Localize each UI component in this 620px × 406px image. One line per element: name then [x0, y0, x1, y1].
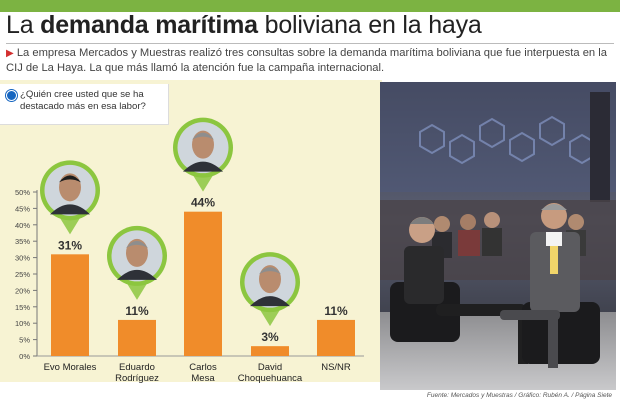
headline-bold: demanda marítima	[40, 11, 258, 39]
portrait-pin	[107, 225, 167, 300]
bar	[317, 319, 355, 356]
category-label: Eduardo	[119, 362, 155, 373]
portrait-pin	[40, 160, 100, 235]
value-label: 3%	[261, 330, 279, 344]
portrait-hair	[192, 132, 214, 140]
portrait-hair	[59, 175, 81, 183]
bar	[251, 346, 289, 356]
category-label: Choquehuanca	[238, 373, 303, 384]
y-tick-label: 0%	[19, 352, 30, 361]
portrait-hair	[126, 240, 148, 248]
source-credit: Fuente: Mercados y Muestras / Gráfico: R…	[426, 392, 612, 399]
headline: La demanda marítima boliviana en la haya	[6, 11, 482, 40]
category-label: Evo Morales	[44, 362, 97, 373]
portrait-body	[50, 204, 90, 215]
portrait-body	[117, 269, 157, 280]
y-tick-label: 10%	[15, 319, 30, 328]
bar-chart: 0% 5% 10% 15% 20% 25% 30% 35% 40% 45% 50% 31% Evo M…	[15, 117, 364, 384]
portrait-hair	[259, 267, 281, 275]
y-tick-label: 35%	[15, 237, 30, 246]
lead-paragraph: ▶ La empresa Mercados y Muestras realizó…	[6, 46, 614, 75]
question-text: ¿Quién cree usted que se ha destacado má…	[20, 89, 146, 112]
value-label: 11%	[324, 304, 348, 318]
portrait-face	[259, 265, 281, 294]
bullet-icon: ▶	[6, 48, 14, 59]
portrait-face	[59, 173, 81, 202]
question-dot-icon	[6, 90, 17, 101]
portrait-face	[126, 238, 148, 267]
bar	[184, 211, 222, 356]
portrait-pin	[240, 252, 300, 327]
category-label: David	[258, 362, 282, 373]
y-tick-label: 25%	[15, 270, 30, 279]
headline-prefix: La	[6, 11, 41, 39]
portrait-body	[183, 161, 223, 172]
category-label: NS/NR	[321, 362, 351, 373]
y-tick-label: 40%	[15, 221, 30, 230]
y-tick-label: 20%	[15, 286, 30, 295]
category-label: Carlos	[189, 362, 217, 373]
tv-interview-photo	[380, 82, 616, 390]
bar	[118, 319, 156, 356]
top-accent-bar	[0, 0, 620, 12]
headline-suffix: boliviana en la haya	[257, 11, 482, 39]
portrait-pin	[173, 117, 233, 192]
y-tick-label: 15%	[15, 303, 30, 312]
question-box: ¿Quién cree usted que se ha destacado má…	[0, 84, 169, 125]
portrait-body	[250, 296, 290, 307]
bar	[51, 254, 89, 356]
y-tick-label: 5%	[19, 336, 30, 345]
y-tick-label: 30%	[15, 254, 30, 263]
lead-text: La empresa Mercados y Muestras realizó t…	[6, 47, 607, 74]
y-tick-label: 45%	[15, 204, 30, 213]
value-label: 44%	[191, 196, 215, 210]
headline-divider	[6, 43, 614, 44]
category-label: Rodríguez	[115, 373, 159, 384]
category-label: Mesa	[191, 373, 215, 384]
value-label: 11%	[125, 304, 149, 318]
portrait-face	[192, 130, 214, 159]
y-tick-label: 50%	[15, 188, 30, 197]
value-label: 31%	[58, 238, 82, 252]
